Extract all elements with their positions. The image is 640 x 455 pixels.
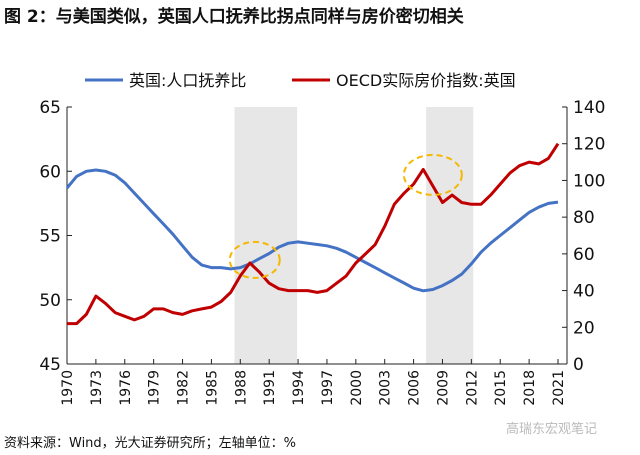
x-tick-label: 1979 bbox=[147, 370, 163, 406]
x-tick-label: 1994 bbox=[291, 370, 307, 406]
x-tick-label: 1991 bbox=[262, 370, 278, 406]
chart-title: 图 2：与美国类似，英国人口抚养比拐点同样与房价密切相关 bbox=[4, 7, 464, 27]
x-tick-label: 1970 bbox=[60, 370, 76, 406]
series-line-1 bbox=[65, 168, 559, 293]
x-tick-label: 1985 bbox=[204, 370, 220, 406]
x-tick-label: 1973 bbox=[89, 370, 105, 406]
right-tick-label: 0 bbox=[573, 355, 584, 375]
source-note: 资料来源：Wind，光大证券研究所；左轴单位：% bbox=[4, 436, 297, 451]
x-tick-label: 2009 bbox=[435, 370, 451, 406]
x-tick-label: 2003 bbox=[378, 370, 394, 406]
legend-label: 英国:人口抚养比 bbox=[129, 71, 246, 90]
highlight-ellipse bbox=[402, 153, 463, 196]
x-tick-label: 2015 bbox=[493, 370, 509, 406]
left-tick-label: 45 bbox=[39, 355, 61, 375]
shaded-period bbox=[426, 107, 474, 364]
x-tick-label: 1988 bbox=[233, 370, 249, 406]
x-tick-label: 1982 bbox=[176, 370, 192, 406]
x-tick-label: 2018 bbox=[522, 370, 538, 406]
right-tick-label: 80 bbox=[573, 208, 595, 228]
highlight-ellipse bbox=[228, 240, 281, 279]
right-tick-label: 20 bbox=[573, 318, 595, 338]
left-tick-label: 50 bbox=[39, 291, 61, 311]
chart: 45 50 55 60 65 0 20 40 60 80 100 120 140 1970 1973 1976… bbox=[39, 71, 605, 406]
legend-label: OECD实际房价指数:英国 bbox=[336, 71, 516, 90]
left-tick-label: 60 bbox=[39, 162, 61, 182]
right-tick-label: 60 bbox=[573, 245, 595, 265]
x-tick-label: 2021 bbox=[551, 370, 567, 406]
x-tick-label: 2006 bbox=[407, 370, 423, 406]
right-tick-label: 140 bbox=[573, 98, 605, 118]
x-tick-label: 2012 bbox=[464, 370, 480, 406]
right-tick-label: 40 bbox=[573, 282, 595, 302]
left-tick-label: 65 bbox=[39, 98, 61, 118]
x-tick-label: 1976 bbox=[118, 370, 134, 406]
series-line-2 bbox=[67, 142, 560, 326]
shaded-period bbox=[234, 107, 298, 364]
x-tick-label: 2000 bbox=[349, 370, 365, 406]
right-tick-label: 120 bbox=[573, 135, 605, 155]
x-tick-label: 1997 bbox=[320, 370, 336, 406]
left-tick-label: 55 bbox=[39, 227, 61, 247]
right-tick-label: 100 bbox=[573, 171, 605, 191]
watermark: 高瑞东宏观笔记 bbox=[506, 422, 598, 437]
